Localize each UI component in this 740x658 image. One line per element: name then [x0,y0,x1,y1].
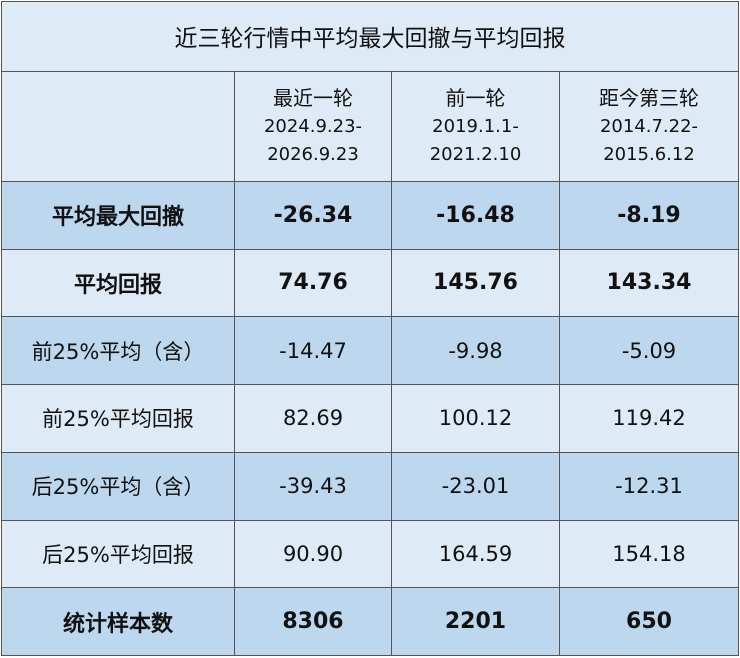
value-cell: -5.09 [559,316,739,386]
period-start: 2014.7.22- [599,116,699,138]
row-label: 前25%平均回报 [1,384,235,453]
value-cell: 145.76 [391,248,560,318]
value-cell: -9.98 [391,316,560,386]
corner-cell [1,70,235,182]
header-row: 最近一轮 2024.9.23- 2026.9.23 前一轮 2019.1.1- 2021.… [1,70,739,182]
row-label: 前25%平均（含） [1,316,235,386]
value-cell: 2201 [391,587,560,656]
value-cell: -14.47 [234,316,392,386]
value-cell: 143.34 [559,248,739,318]
value-cell: 154.18 [559,519,739,589]
row-label: 平均回报 [1,248,235,318]
table-title: 近三轮行情中平均最大回撤与平均回报 [1,1,739,72]
row-label: 平均最大回撤 [1,180,235,250]
value-cell: -26.34 [234,180,392,250]
column-name: 距今第三轮 [599,86,699,111]
period-end: 2021.2.10 [429,144,522,166]
value-cell: 90.90 [234,519,392,589]
column-header: 距今第三轮 2014.7.22- 2015.6.12 [559,70,739,182]
row-label: 后25%平均（含） [1,451,235,521]
data-row: 后25%平均（含） -39.43 -23.01 -12.31 [1,451,739,521]
data-row: 平均回报 74.76 145.76 143.34 [1,248,739,318]
value-cell: -23.01 [391,451,560,521]
value-cell: 119.42 [559,384,739,453]
data-row: 前25%平均（含） -14.47 -9.98 -5.09 [1,316,739,386]
value-cell: -39.43 [234,451,392,521]
column-header: 最近一轮 2024.9.23- 2026.9.23 [234,70,392,182]
title-row: 近三轮行情中平均最大回撤与平均回报 [1,1,739,72]
data-row: 统计样本数 8306 2201 650 [1,587,739,656]
data-row: 平均最大回撤 -26.34 -16.48 -8.19 [1,180,739,250]
value-cell: 650 [559,587,739,656]
row-label: 后25%平均回报 [1,519,235,589]
period-end: 2015.6.12 [603,144,695,166]
value-cell: 8306 [234,587,392,656]
column-name: 最近一轮 [273,86,353,111]
period-end: 2026.9.23 [267,144,359,166]
row-label: 统计样本数 [1,587,235,656]
column-name: 前一轮 [445,86,506,111]
value-cell: -8.19 [559,180,739,250]
value-cell: 100.12 [391,384,560,453]
period-start: 2019.1.1- [432,116,519,138]
value-cell: 74.76 [234,248,392,318]
value-cell: -16.48 [391,180,560,250]
period-start: 2024.9.23- [263,116,363,138]
data-row: 后25%平均回报 90.90 164.59 154.18 [1,519,739,589]
value-cell: 164.59 [391,519,560,589]
data-row: 前25%平均回报 82.69 100.12 119.42 [1,384,739,453]
column-header: 前一轮 2019.1.1- 2021.2.10 [391,70,560,182]
value-cell: 82.69 [234,384,392,453]
value-cell: -12.31 [559,451,739,521]
